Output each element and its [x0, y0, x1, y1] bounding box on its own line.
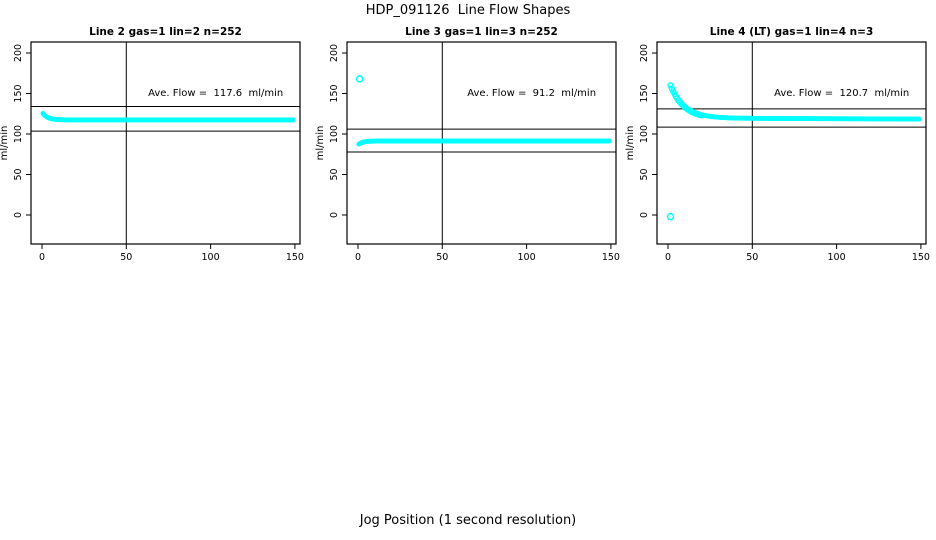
y-tick-label: 100	[329, 125, 340, 143]
y-tick-label: 50	[639, 168, 650, 180]
y-tick-label: 150	[639, 84, 650, 102]
x-tick-label: 100	[828, 252, 846, 263]
data-points	[355, 75, 612, 147]
y-tick-label: 0	[329, 212, 340, 218]
y-tick-label: 50	[13, 168, 24, 180]
y-axis-label: ml/min	[0, 126, 10, 161]
x-tick-label: 50	[746, 252, 758, 263]
main-title: HDP_091126 Line Flow Shapes	[365, 3, 571, 18]
x-tick-label: 100	[202, 252, 220, 263]
x-tick-label: 0	[355, 252, 361, 263]
x-axis-label: Jog Position (1 second resolution)	[359, 513, 577, 528]
x-tick-label: 150	[286, 252, 304, 263]
x-tick-label: 150	[602, 252, 620, 263]
y-tick-label: 200	[13, 44, 24, 62]
y-tick-label: 100	[639, 125, 650, 143]
outlier-point	[666, 212, 675, 221]
y-tick-label: 200	[329, 44, 340, 62]
subplot-1-title: Line 2 gas=1 lin=2 n=252	[89, 26, 242, 38]
subplot-3-title: Line 4 (LT) gas=1 lin=4 n=3	[710, 26, 874, 38]
data-points	[40, 110, 296, 123]
y-axis-label: ml/min	[625, 126, 636, 161]
y-axis-label: ml/min	[315, 126, 326, 161]
ave-flow-annotation: Ave. Flow = 117.6 ml/min	[148, 88, 283, 99]
x-tick-label: 100	[518, 252, 536, 263]
y-tick-label: 200	[639, 44, 650, 62]
x-tick-label: 0	[39, 252, 45, 263]
ave-flow-annotation: Ave. Flow = 120.7 ml/min	[774, 88, 909, 99]
subplot-1: Line 2 gas=1 lin=2 n=252 0 50 100 150 200 0 50 1…	[0, 26, 304, 263]
y-tick-label: 0	[639, 212, 650, 218]
y-tick-label: 150	[13, 84, 24, 102]
data-point	[667, 82, 674, 89]
data-point	[290, 117, 296, 123]
y-tick-label: 50	[329, 168, 340, 180]
y-tick-label: 0	[13, 212, 24, 218]
ave-flow-annotation: Ave. Flow = 91.2 ml/min	[467, 88, 596, 99]
plots-canvas: Line 2 gas=1 lin=2 n=252 0 50 100 150 200 0 50 1…	[0, 26, 930, 263]
x-tick-label: 50	[436, 252, 448, 263]
data-point	[916, 116, 922, 122]
data-points	[666, 82, 922, 221]
subplot-3: Line 4 (LT) gas=1 lin=4 n=3 0 50 100 150 200 0…	[625, 26, 930, 263]
plot-box	[346, 41, 617, 245]
plot-box	[656, 41, 927, 245]
x-tick-label: 50	[120, 252, 132, 263]
x-tick-label: 0	[665, 252, 671, 263]
outlier-point	[355, 75, 364, 83]
subplot-2-title: Line 3 gas=1 lin=3 n=252	[405, 26, 558, 38]
y-tick-label: 150	[329, 84, 340, 102]
x-tick-label: 150	[912, 252, 930, 263]
data-point	[606, 138, 612, 144]
plot-box	[30, 41, 301, 245]
subplot-2: Line 3 gas=1 lin=3 n=252 0 50 100 150 200 0 50 1…	[315, 26, 620, 263]
y-tick-label: 100	[13, 125, 24, 143]
